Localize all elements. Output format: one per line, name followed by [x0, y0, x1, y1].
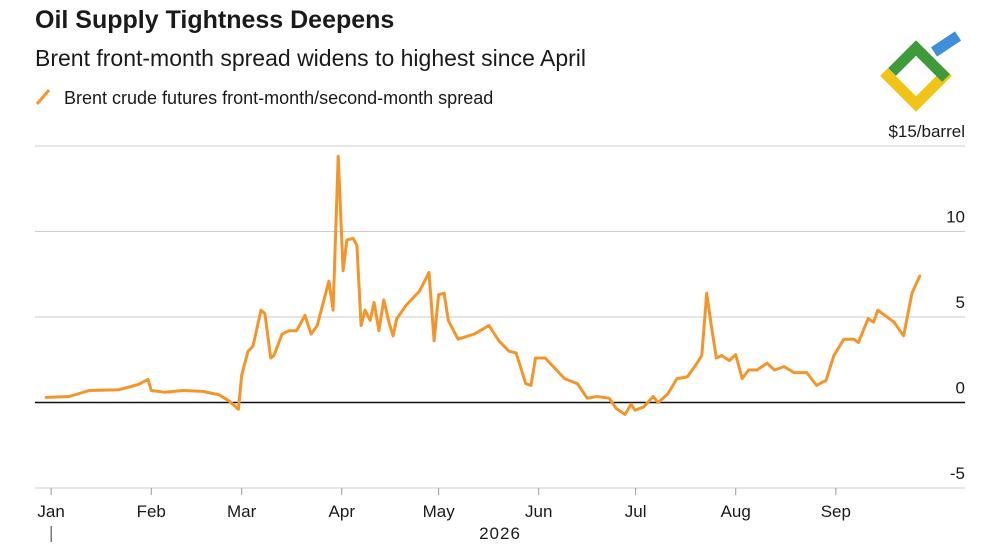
y-tick-label: 5 — [956, 293, 965, 312]
x-tick-label: Feb — [137, 502, 166, 521]
x-tick-label: Sep — [821, 502, 851, 521]
chart-subtitle: Brent front-month spread widens to highe… — [35, 45, 586, 71]
x-tick-label: May — [423, 502, 456, 521]
chart-title: Oil Supply Tightness Deepens — [35, 6, 394, 34]
legend-swatch — [35, 89, 51, 105]
x-tick-label: Jun — [525, 502, 552, 521]
y-tick-label: 10 — [946, 208, 965, 227]
y-tick-label: $15/barrel — [888, 122, 965, 141]
logo — [880, 31, 962, 112]
x-axis-label: 2026 — [479, 524, 521, 543]
x-tick-label: Apr — [329, 502, 356, 521]
x-tick-label: Jul — [625, 502, 647, 521]
x-tick-label: Mar — [227, 502, 257, 521]
x-tick-label: Aug — [721, 502, 751, 521]
y-tick-label: -5 — [950, 464, 965, 483]
series-line — [44, 154, 922, 416]
x-tick-label: Jan — [37, 502, 64, 521]
y-tick-label: 0 — [956, 379, 965, 398]
legend-label: Brent crude futures front-month/second-m… — [64, 88, 493, 108]
